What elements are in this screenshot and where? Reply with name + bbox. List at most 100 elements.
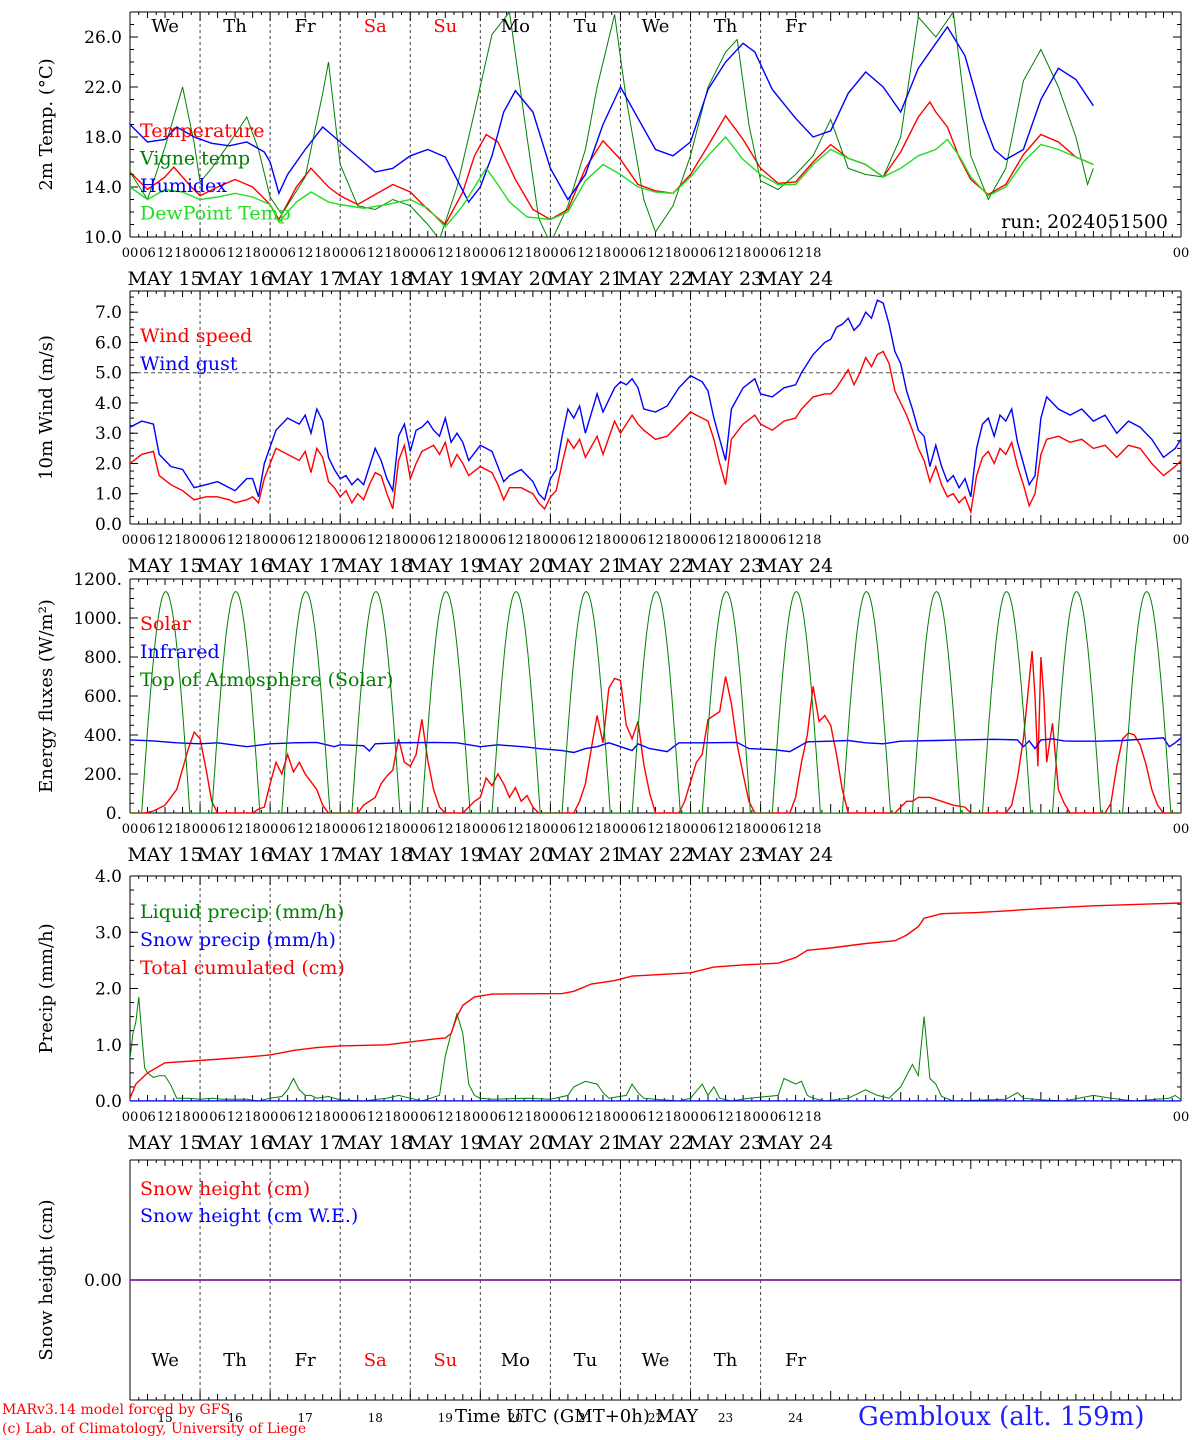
y-tick-label: 1.0 [95, 485, 122, 505]
x-axis-title: Time UTC (GMT+0h) MAY [455, 1406, 698, 1427]
day-number-label: 15 [157, 1411, 172, 1425]
panel-2: 0.0 1.0 2.0 3.0 4.0 5.0 6.0 7.0 10m Wind (m/s) Wi… [36, 290, 1189, 577]
hour-tick-label: 12 [647, 533, 664, 548]
hour-tick-label: 18 [735, 533, 752, 548]
y-axis-label: Snow height (cm) [36, 1199, 57, 1360]
hour-tick-label: 00 [332, 246, 349, 261]
hour-tick-label: 00 [752, 822, 769, 837]
hour-tick-label: 18 [314, 822, 331, 837]
date-label: MAY 16 [198, 844, 273, 866]
hour-tick-label: 12 [157, 533, 174, 548]
hour-tick-label: 12 [227, 1110, 244, 1125]
hour-tick-label: 00 [752, 1110, 769, 1125]
hour-tick-label: 00 [542, 822, 559, 837]
legend-entry: Liquid precip (mm/h) [140, 901, 344, 923]
hour-tick-label: 00 [332, 533, 349, 548]
hour-tick-label: 12 [717, 822, 734, 837]
plot-area [130, 299, 1181, 515]
weekday-label: Tu [574, 1350, 598, 1371]
hour-tick-label: 18 [595, 533, 612, 548]
weekday-label: Su [433, 16, 457, 37]
hour-tick-label: 00 [612, 533, 629, 548]
hour-tick-label: 00 [752, 246, 769, 261]
hour-tick-label: 12 [297, 822, 314, 837]
date-label: MAY 17 [268, 1132, 343, 1154]
hour-tick-label: 12 [437, 1110, 454, 1125]
x-axis-month: MAY [655, 1406, 699, 1427]
day-number-label: 16 [227, 1411, 242, 1425]
weekday-label: Th [223, 16, 247, 37]
date-label: MAY 15 [127, 844, 202, 866]
hour-tick-label: 18 [665, 1110, 682, 1125]
hour-tick-label: 00 [612, 822, 629, 837]
series-line-dewpoint-temp [130, 135, 1094, 229]
hour-tick-label: 12 [717, 533, 734, 548]
hour-tick-label: 12 [367, 1110, 384, 1125]
hour-tick-label: 06 [349, 246, 366, 261]
y-tick-label: 1200. [73, 570, 122, 590]
hour-tick-label: 06 [490, 822, 507, 837]
day-number-label: 24 [788, 1411, 804, 1425]
hour-tick-label: 00 [682, 246, 699, 261]
hour-tick-label: 12 [717, 1110, 734, 1125]
hour-tick-label: 00 [542, 246, 559, 261]
weekday-label: Fr [785, 16, 806, 37]
date-label: MAY 18 [338, 268, 413, 290]
y-axis-label: Energy fluxes (W/m²) [36, 599, 57, 793]
hour-tick-label: 00 [472, 533, 489, 548]
hour-tick-label: 12 [157, 246, 174, 261]
y-tick-label: 0. [106, 804, 122, 824]
y-tick-label: 4.0 [95, 394, 122, 414]
date-label: MAY 17 [268, 844, 343, 866]
legend-entry: Infrared [140, 641, 220, 663]
hour-tick-label: 06 [560, 1110, 577, 1125]
hour-tick-label: 12 [507, 246, 524, 261]
hour-tick-label: 06 [279, 822, 296, 837]
y-tick-label: 600. [84, 687, 122, 707]
hour-tick-label: 00 [752, 533, 769, 548]
hour-tick-label: 00 [402, 533, 419, 548]
weekday-label: Sa [364, 16, 387, 37]
date-label: MAY 19 [408, 268, 483, 290]
y-tick-label: 2.0 [95, 454, 122, 474]
y-tick-label: 1000. [73, 609, 122, 629]
weekday-label: Mo [501, 1350, 530, 1371]
y-axis-label: 10m Wind (m/s) [36, 335, 57, 480]
hour-tick-label: 12 [507, 533, 524, 548]
hour-tick-label: 12 [437, 246, 454, 261]
hour-tick-label: 06 [490, 1110, 507, 1125]
day-number-label: 19 [438, 1411, 453, 1425]
hour-tick-label: 00 [682, 1110, 699, 1125]
legend-entry: Wind speed [140, 325, 252, 347]
legend-entry: Temperature [140, 120, 264, 142]
hour-tick-label: 06 [770, 1110, 787, 1125]
hour-tick-label: 18 [314, 533, 331, 548]
date-label: MAY 16 [198, 555, 273, 577]
hour-tick-label: 00 [192, 1110, 209, 1125]
hour-tick-label: 06 [770, 822, 787, 837]
weekday-label: Mo [501, 16, 530, 37]
hour-tick-label: 12 [367, 822, 384, 837]
hour-tick-label: 18 [525, 822, 542, 837]
hour-tick-label: 06 [349, 1110, 366, 1125]
hour-tick-label: 12 [787, 246, 804, 261]
hour-tick-label: 00 [682, 533, 699, 548]
hour-tick-label: 06 [349, 822, 366, 837]
hour-tick-label: 12 [787, 533, 804, 548]
hour-tick-label: 12 [367, 533, 384, 548]
hour-tick-label: 06 [490, 533, 507, 548]
legend-entry: Snow height (cm) [140, 1178, 310, 1200]
hour-tick-label: 06 [420, 246, 437, 261]
hour-tick-label: 12 [297, 246, 314, 261]
date-label: MAY 17 [268, 555, 343, 577]
y-tick-label: 10.0 [84, 228, 122, 248]
date-label: MAY 18 [338, 555, 413, 577]
legend-entry: Snow height (cm W.E.) [140, 1205, 358, 1227]
hour-tick-label: 18 [384, 822, 401, 837]
day-number-label: 20 [508, 1411, 523, 1425]
hour-tick-label: 06 [560, 246, 577, 261]
hour-tick-label: 06 [630, 246, 647, 261]
y-tick-label: 0.0 [95, 515, 122, 535]
day-number-label: 23 [718, 1411, 733, 1425]
weekday-label: We [642, 1350, 670, 1371]
